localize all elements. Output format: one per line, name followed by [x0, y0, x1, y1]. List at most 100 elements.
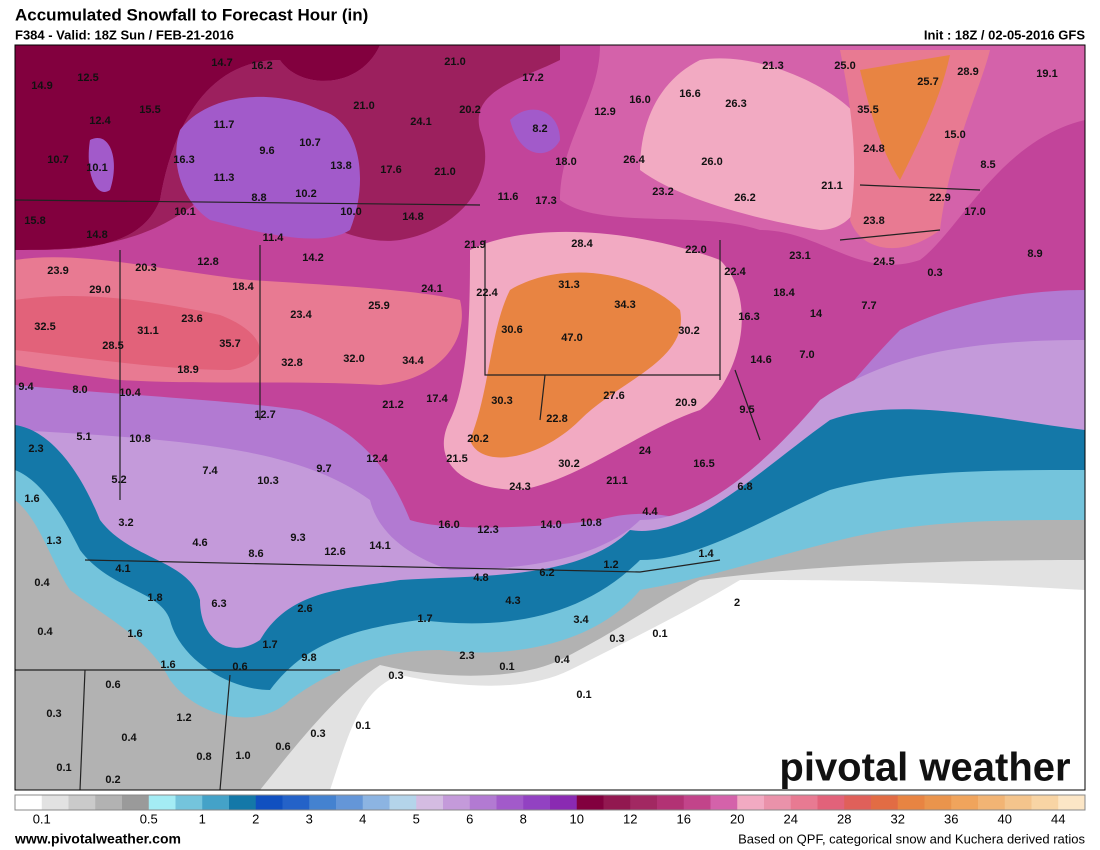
snow-total-label: 3.2 — [118, 517, 133, 529]
colorbar-swatch — [897, 795, 925, 810]
field-deep — [15, 45, 380, 250]
snow-total-label: 0.3 — [927, 267, 942, 279]
colorbar-swatch — [844, 795, 872, 810]
snow-total-label: 11.4 — [263, 232, 285, 244]
snow-total-label: 1.2 — [603, 559, 618, 571]
colorbar-swatch — [255, 795, 283, 810]
snow-total-label: 18.9 — [177, 364, 198, 376]
snow-total-label: 28.9 — [957, 66, 978, 78]
snow-total-label: 0.4 — [34, 577, 50, 589]
snow-total-label: 22.9 — [929, 192, 950, 204]
snow-total-label: 28.4 — [571, 238, 593, 250]
snow-total-label: 23.1 — [789, 250, 810, 262]
snow-total-label: 6.2 — [539, 567, 554, 579]
colorbar: 0.10.5123456810121620242832364044485260 — [14, 794, 1086, 826]
snow-total-label: 0.3 — [388, 670, 403, 682]
snow-total-label: 12.6 — [324, 546, 345, 558]
snow-total-label: 23.8 — [863, 215, 884, 227]
snow-total-label: 17.2 — [522, 72, 543, 84]
colorbar-label: 1 — [199, 811, 206, 826]
snow-total-label: 29.0 — [89, 284, 110, 296]
snow-total-label: 9.7 — [316, 463, 331, 475]
snow-total-label: 12.4 — [89, 115, 111, 127]
snow-total-label: 4.3 — [505, 595, 520, 607]
snow-total-label: 23.4 — [290, 309, 312, 321]
snow-total-label: 26.4 — [623, 154, 645, 166]
snow-total-label: 2.3 — [459, 650, 474, 662]
snow-total-label: 1.3 — [46, 535, 61, 547]
colorbar-swatch — [202, 795, 230, 810]
snow-total-label: 15.0 — [944, 129, 965, 141]
snow-total-label: 31.3 — [558, 279, 579, 291]
snow-total-label: 10.1 — [86, 162, 107, 174]
snow-total-label: 8.9 — [1027, 248, 1042, 260]
colorbar-swatch — [1031, 795, 1059, 810]
colorbar-swatch — [175, 795, 203, 810]
snow-total-label: 4.8 — [473, 572, 488, 584]
snow-total-label: 8.5 — [980, 159, 995, 171]
snow-total-label: 30.3 — [491, 395, 512, 407]
snow-total-label: 0.4 — [554, 654, 570, 666]
colorbar-label: 40 — [998, 811, 1012, 826]
snow-total-label: 16.6 — [679, 88, 700, 100]
snow-total-label: 24.1 — [410, 116, 431, 128]
colorbar-swatch — [416, 795, 444, 810]
snow-total-label: 23.2 — [652, 186, 673, 198]
colorbar-swatch — [978, 795, 1006, 810]
snow-total-label: 23.9 — [47, 265, 68, 277]
colorbar-label: 2 — [252, 811, 259, 826]
snow-total-label: 28.5 — [102, 340, 123, 352]
snow-total-label: 20.2 — [459, 104, 480, 116]
snow-total-label: 16.0 — [438, 519, 459, 531]
snow-total-label: 3.4 — [573, 614, 589, 626]
snow-total-label: 35.5 — [857, 104, 878, 116]
map — [14, 44, 1086, 791]
snow-total-label: 0.6 — [275, 741, 290, 753]
snow-total-label: 6.3 — [211, 598, 226, 610]
snow-total-label: 11.7 — [214, 119, 235, 131]
colorbar-swatch — [1004, 795, 1032, 810]
snow-total-label: 20.2 — [467, 433, 488, 445]
colorbar-swatch — [790, 795, 818, 810]
snow-total-label: 5.1 — [76, 431, 91, 443]
website: www.pivotalweather.com — [14, 831, 181, 847]
snow-total-label: 21.9 — [464, 239, 485, 251]
colorbar-swatch — [576, 795, 604, 810]
colorbar-swatch — [68, 795, 96, 810]
snow-total-label: 22.4 — [476, 287, 498, 299]
snow-total-label: 14.9 — [31, 80, 52, 92]
colorbar-swatch — [389, 795, 417, 810]
snow-total-label: 10.2 — [295, 188, 316, 200]
snow-total-label: 12.8 — [197, 256, 218, 268]
snow-total-label: 24.1 — [421, 283, 442, 295]
snow-total-label: 25.9 — [368, 300, 389, 312]
snow-total-label: 26.3 — [725, 98, 746, 110]
snow-total-label: 22.0 — [685, 244, 706, 256]
snow-total-label: 34.4 — [402, 355, 424, 367]
snow-total-label: 14.0 — [540, 519, 561, 531]
snow-total-label: 11.3 — [214, 172, 235, 184]
snow-total-label: 17.4 — [426, 393, 448, 405]
snow-total-label: 18.0 — [555, 156, 576, 168]
colorbar-label: 5 — [413, 811, 420, 826]
snow-total-label: 30.2 — [558, 458, 579, 470]
snow-total-label: 16.0 — [629, 94, 650, 106]
snow-total-label: 20.3 — [135, 262, 156, 274]
snow-total-label: 17.3 — [535, 195, 556, 207]
field-purple — [510, 109, 560, 154]
snow-total-label: 0.4 — [121, 732, 137, 744]
colorbar-swatch — [443, 795, 471, 810]
snow-total-label: 0.2 — [105, 774, 120, 786]
colorbar-label: 6 — [466, 811, 473, 826]
snow-total-label: 15.8 — [24, 215, 45, 227]
colorbar-label: 44 — [1051, 811, 1065, 826]
colorbar-swatch — [951, 795, 979, 810]
field-salmon — [15, 295, 260, 370]
colorbar-swatch — [309, 795, 337, 810]
colorbar-label: 12 — [623, 811, 637, 826]
snow-total-label: 9.4 — [18, 381, 34, 393]
colorbar-swatch — [683, 795, 711, 810]
snow-total-label: 16.3 — [738, 311, 759, 323]
